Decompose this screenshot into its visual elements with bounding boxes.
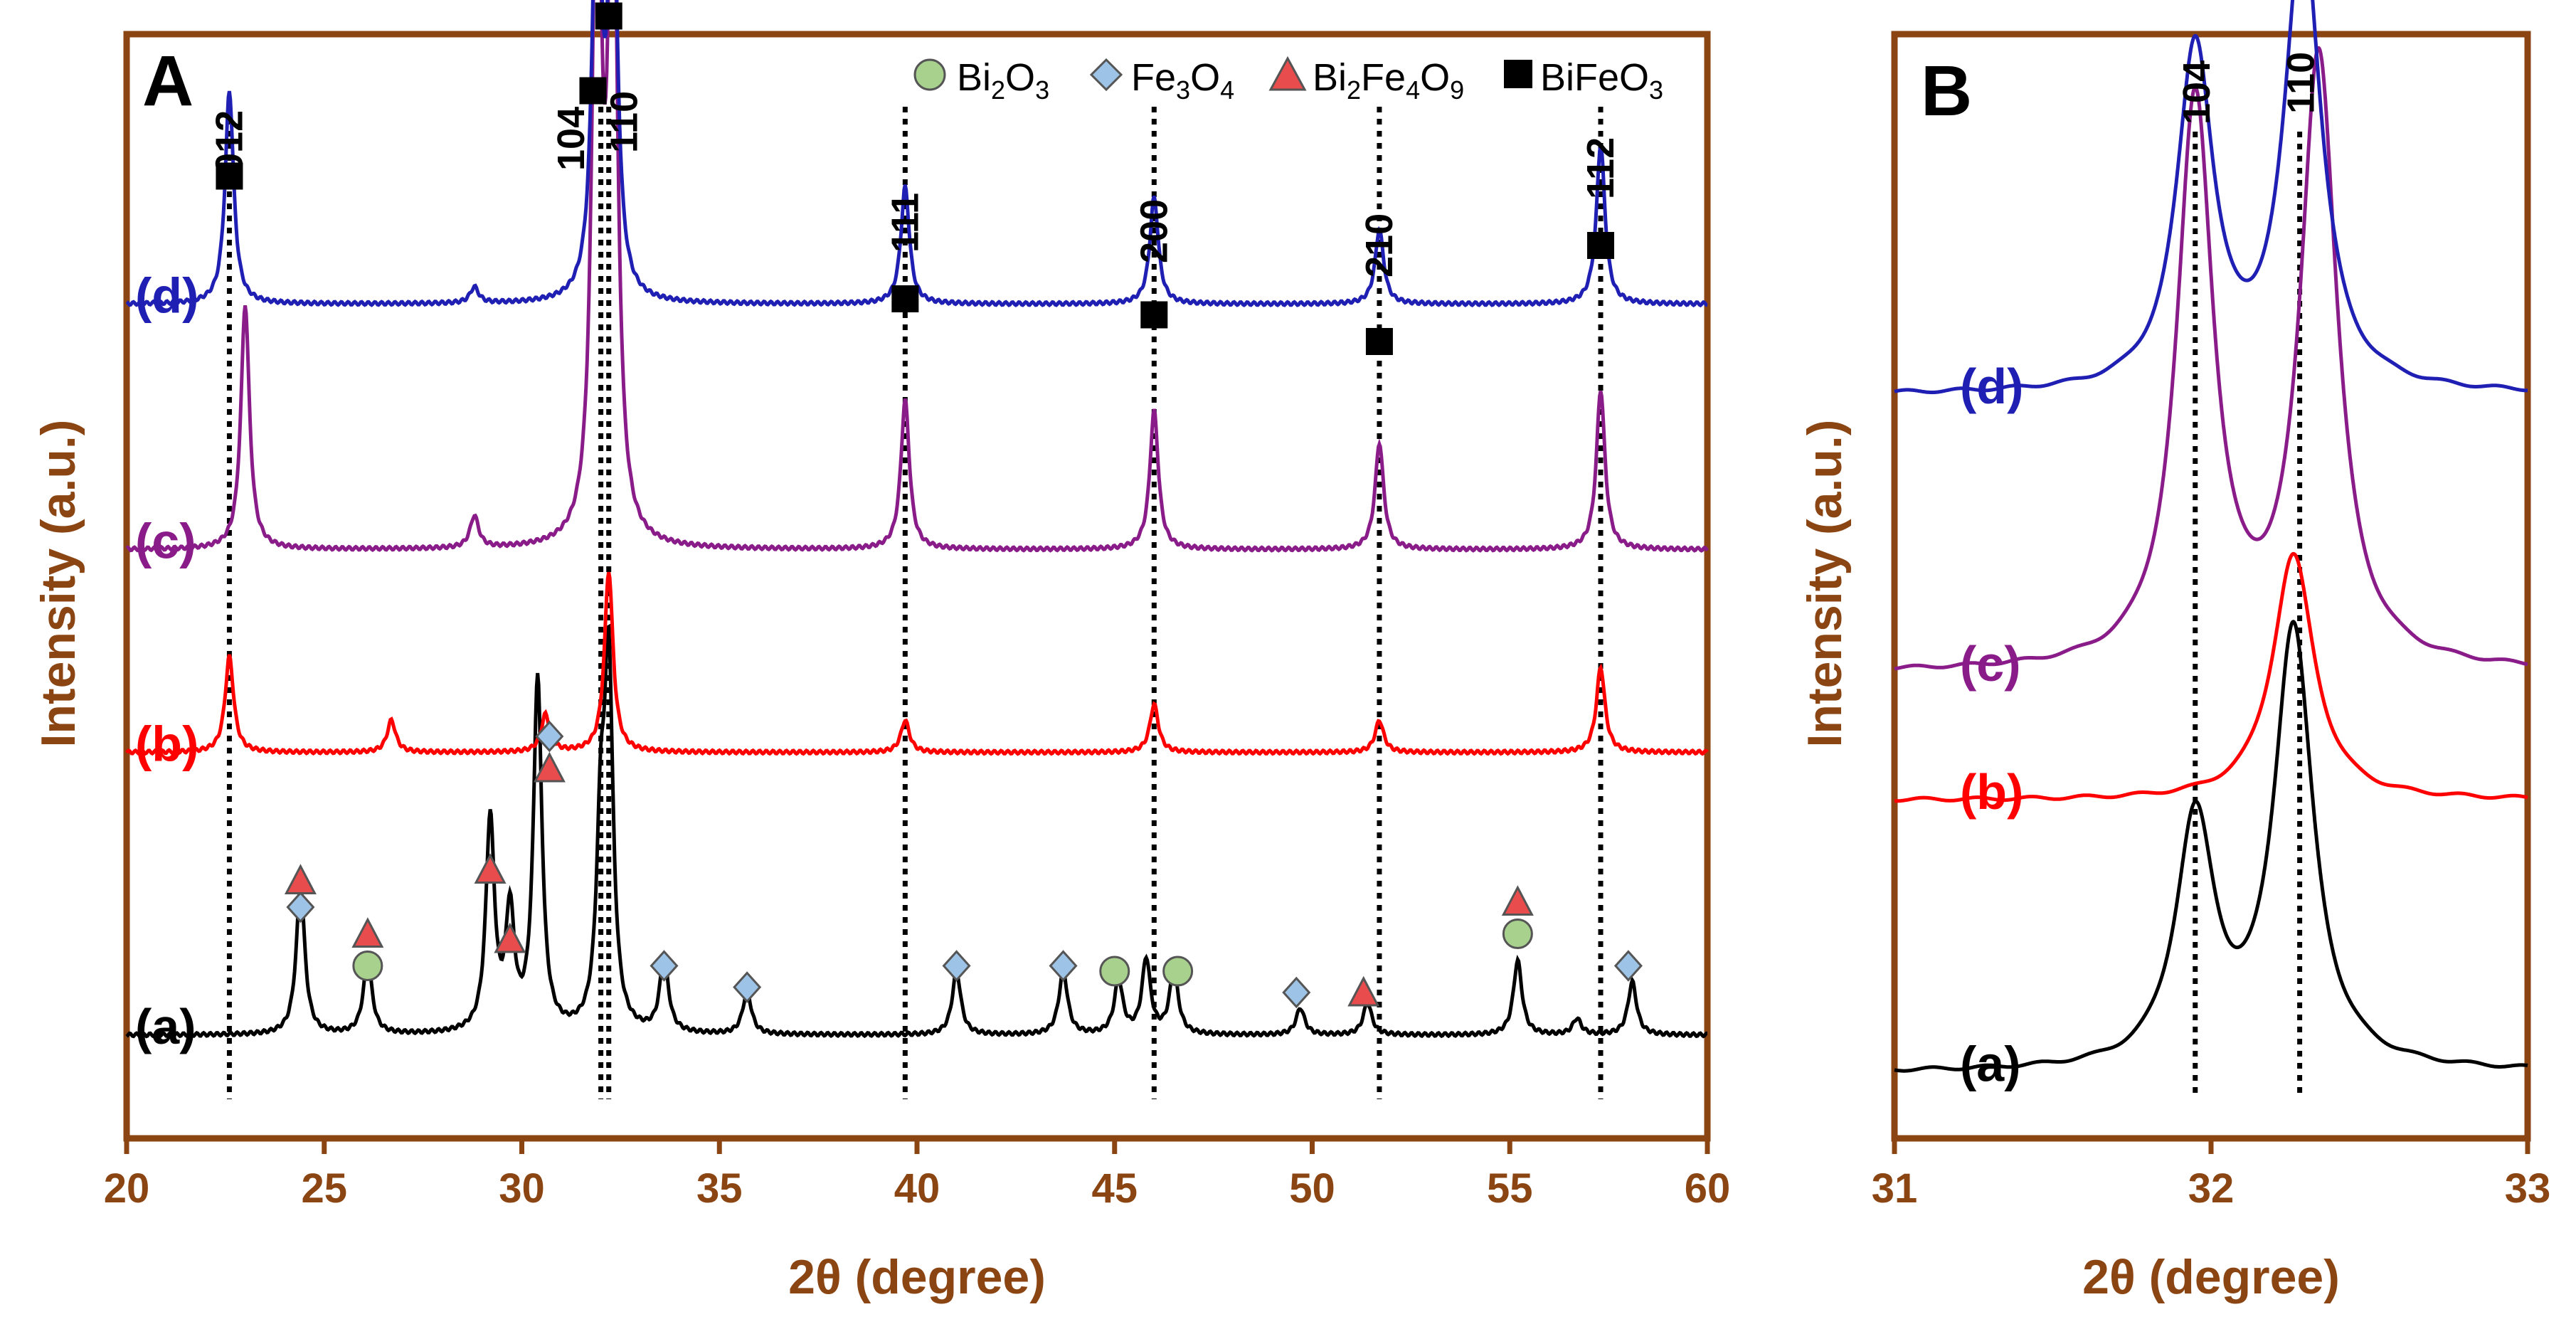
bifeo3-marker — [579, 77, 607, 105]
x-tick-label: 25 — [301, 1165, 347, 1212]
bi2fe4o9-marker — [533, 751, 566, 783]
series-curve-c — [1894, 46, 2528, 671]
panel-b-label: B — [1921, 51, 1972, 131]
x-tick-label: 40 — [894, 1165, 940, 1212]
series-curve-a — [125, 623, 1708, 1039]
panel-b-frame — [1891, 31, 2531, 1142]
fe3o4-marker — [1049, 950, 1078, 982]
legend-bi2o3-label: Bi2O3 — [957, 56, 1049, 105]
legend-bifeo3-marker — [1504, 60, 1532, 88]
fe3o4-marker — [1282, 976, 1311, 1009]
bi2fe4o9-marker — [474, 853, 507, 884]
bi2o3-marker — [352, 951, 383, 981]
fe3o4-marker — [942, 950, 971, 982]
hkl-label-104: 104 — [2175, 60, 2218, 125]
panel-a-phase-markers — [216, 2, 1643, 1009]
series-label-d: (d) — [1960, 359, 2023, 414]
legend-bi2o3-marker — [913, 58, 946, 91]
bifeo3-marker — [891, 285, 919, 312]
bifeo3-marker — [1365, 328, 1393, 355]
series-curve-d — [125, 0, 1708, 308]
fe3o4-marker — [286, 891, 315, 923]
legend-fe3o4-label: Fe3O4 — [1131, 56, 1234, 105]
panel-b-hkl-labels: 104 110 — [2175, 52, 2323, 125]
x-tick-label: 45 — [1091, 1165, 1138, 1212]
series-label-b: (b) — [1960, 764, 2023, 820]
bi2o3-marker — [1099, 955, 1130, 987]
bi2o3-marker — [1162, 955, 1194, 987]
x-tick-label: 31 — [1872, 1165, 1918, 1212]
legend-bi2fe4o9-label: Bi2Fe4O9 — [1313, 56, 1464, 105]
series-label-c: (c) — [1960, 636, 2021, 692]
x-tick-label: 30 — [499, 1165, 545, 1212]
panel-a-hkl-labels: 012 104 110 111 200 210 112 — [208, 91, 1622, 277]
x-tick-label: 60 — [1685, 1165, 1731, 1212]
x-tick-label: 33 — [2505, 1165, 2551, 1212]
x-tick-label: 32 — [2188, 1165, 2235, 1212]
legend-bifeo3-label: BiFeO3 — [1540, 56, 1663, 105]
panel-a-x-ticks: 20 25 30 35 40 45 50 55 60 — [104, 1138, 1731, 1212]
series-label-d: (d) — [135, 268, 198, 324]
series-label-b: (b) — [135, 716, 198, 772]
panel-a: (a) (b) (c) (d) 012 104 110 111 200 210 112 20 25 3… — [31, 0, 1730, 1304]
bi2fe4o9-marker — [1347, 975, 1380, 1007]
hkl-label-110: 110 — [2280, 52, 2323, 114]
series-curve-b — [1894, 551, 2528, 803]
fe3o4-marker — [733, 971, 762, 1003]
bi2fe4o9-marker — [494, 922, 526, 953]
series-curve-d — [1894, 0, 2528, 395]
fe3o4-marker — [535, 720, 564, 753]
bi2fe4o9-marker — [351, 917, 384, 948]
bifeo3-marker — [595, 2, 622, 30]
hkl-label-200: 200 — [1133, 199, 1175, 263]
x-tick-label: 55 — [1487, 1165, 1533, 1212]
series-curve-a — [1894, 620, 2528, 1073]
bi2o3-marker — [1502, 919, 1533, 949]
hkl-label-210: 210 — [1358, 213, 1401, 277]
panel-b-ylabel: Intensity (a.u.) — [1798, 420, 1852, 748]
series-label-a: (a) — [1960, 1037, 2021, 1092]
bifeo3-marker — [1140, 301, 1168, 329]
legend-fe3o4-marker — [1089, 58, 1123, 92]
fe3o4-marker — [1613, 950, 1643, 982]
panel-a-legend: Bi2O3 Fe3O4 Bi2Fe4O9 BiFeO3 — [913, 55, 1663, 105]
series-label-c: (c) — [135, 514, 196, 569]
panel-b-x-ticks: 31 32 33 — [1872, 1138, 2551, 1212]
x-tick-label: 50 — [1289, 1165, 1335, 1212]
bifeo3-marker — [1587, 232, 1615, 259]
series-curve-b — [124, 571, 1709, 756]
legend-bi2fe4o9-marker — [1268, 55, 1307, 91]
series-label-a: (a) — [135, 999, 196, 1054]
hkl-label-112: 112 — [1579, 137, 1622, 199]
series-curve-c — [125, 0, 1709, 553]
panel-b-xlabel: 2θ (degree) — [2082, 1250, 2340, 1304]
panel-b-curves: (a) (b) (c) (d) — [1894, 0, 2528, 1092]
x-tick-label: 20 — [104, 1165, 150, 1212]
panel-a-ylabel: Intensity (a.u.) — [31, 420, 85, 748]
x-tick-label: 35 — [696, 1165, 743, 1212]
hkl-label-104: 104 — [550, 107, 593, 171]
panel-a-label: A — [142, 41, 194, 121]
hkl-label-110: 110 — [603, 91, 646, 153]
panel-b: (a) (b) (c) (d) 104 110 31 32 33 B 2θ (degree)… — [1798, 0, 2550, 1304]
bi2fe4o9-marker — [1501, 885, 1534, 916]
hkl-label-111: 111 — [884, 193, 926, 253]
bi2fe4o9-marker — [284, 864, 317, 894]
fe3o4-marker — [650, 950, 679, 982]
hkl-label-012: 012 — [208, 110, 250, 174]
bifeo3-marker — [216, 162, 243, 190]
panel-a-curves: (a) (b) (c) (d) — [124, 0, 1709, 1054]
panel-a-reference-lines — [226, 107, 1604, 1099]
panel-a-xlabel: 2θ (degree) — [788, 1250, 1046, 1304]
